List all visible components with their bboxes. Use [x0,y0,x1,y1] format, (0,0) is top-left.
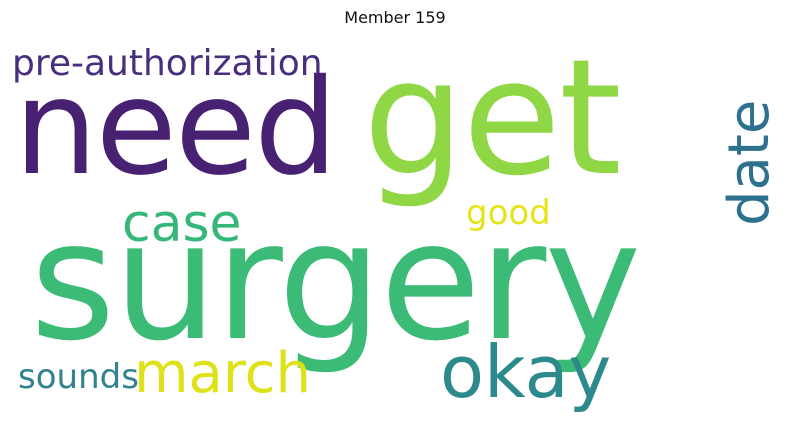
word-get: get [363,24,622,211]
word-surgery: surgery [30,186,641,377]
word-march: march [134,341,311,406]
figure-title: Member 159 [344,8,446,27]
word-sounds: sounds [18,357,139,397]
word-good: good [466,193,551,233]
word-case: case [122,194,242,254]
word-okay: okay [440,330,612,414]
word-date: date [717,99,782,226]
word-pre-authorization: pre-authorization [12,43,323,84]
word-need: need [14,51,338,205]
